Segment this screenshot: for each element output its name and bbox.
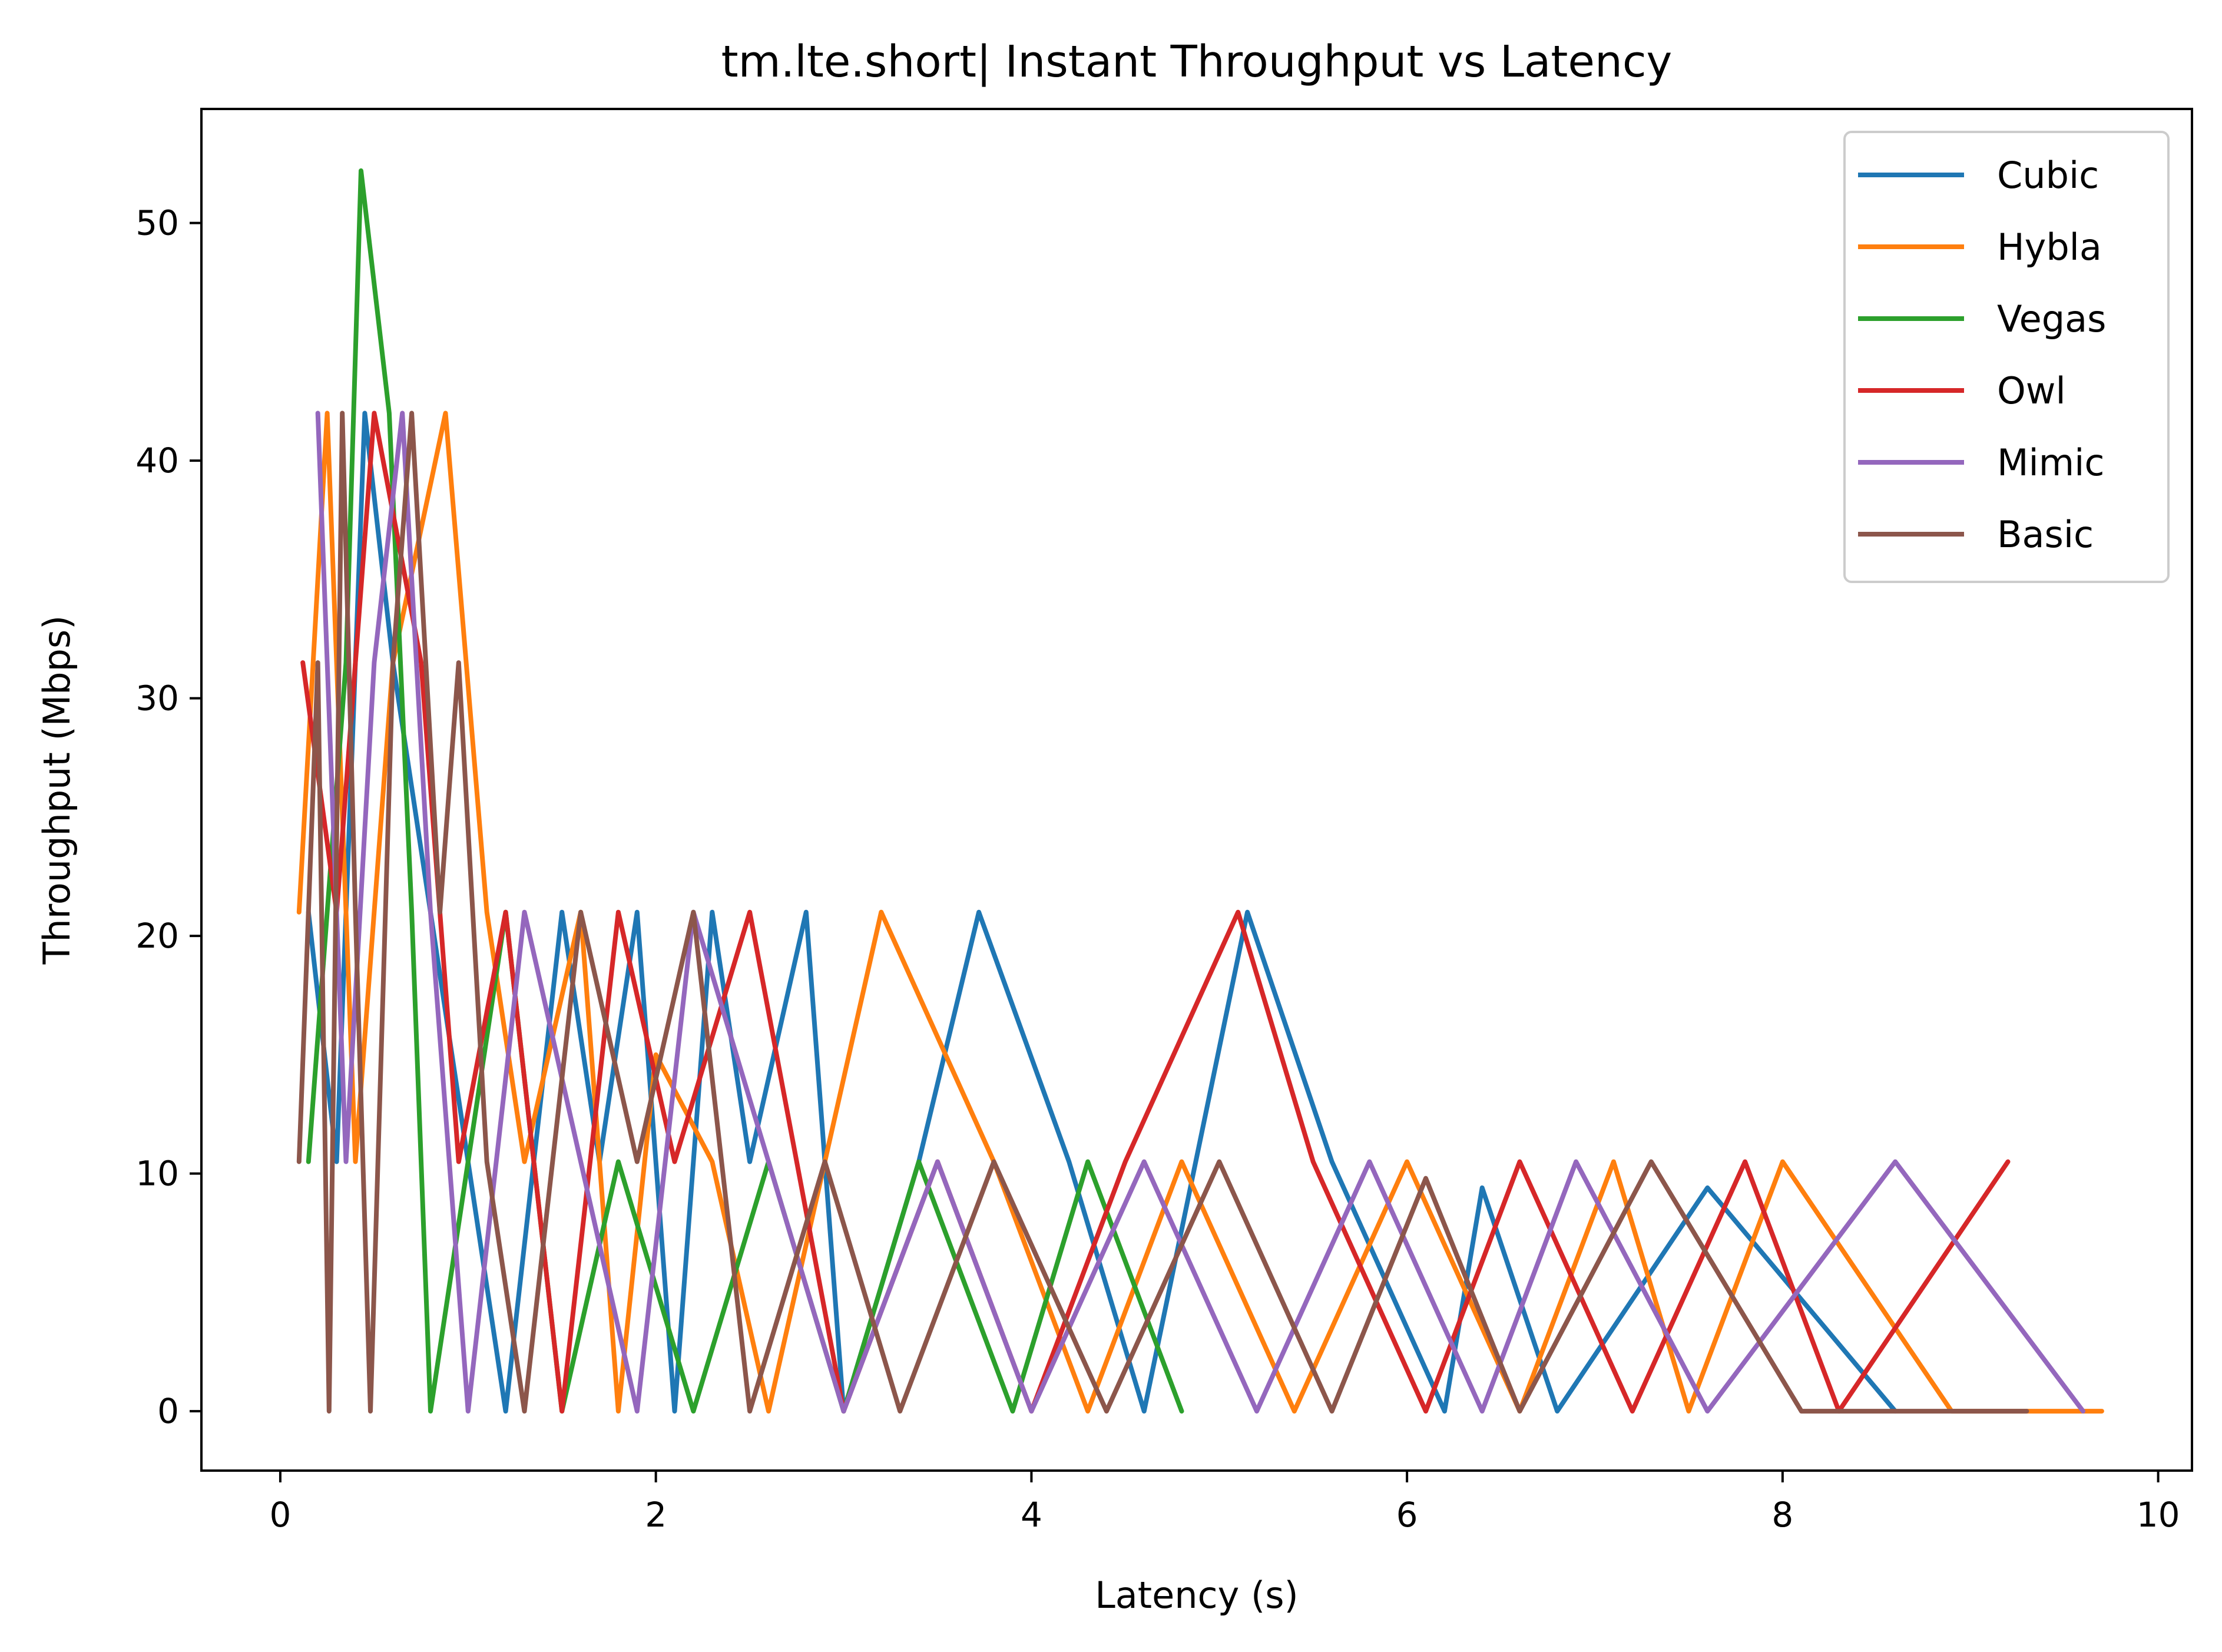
legend: Cubic Hybla Vegas Owl Mimic Basic: [1843, 131, 2170, 583]
series-line-mimic: [315, 410, 2086, 1414]
legend-label-basic: Basic: [1997, 513, 2094, 556]
y-tick-label: 30: [135, 678, 179, 719]
series-line-cubic: [306, 410, 1898, 1414]
y-tick-label: 40: [135, 441, 179, 481]
x-tick-label: 2: [645, 1495, 667, 1535]
x-tick-label: 10: [2137, 1495, 2180, 1535]
y-axis: 0 10 20 30 40 50: [135, 203, 201, 1431]
x-tick-label: 6: [1396, 1495, 1418, 1535]
legend-label-hybla: Hybla: [1997, 226, 2102, 269]
legend-label-cubic: Cubic: [1997, 154, 2099, 197]
x-axis-title: Latency (s): [1095, 1574, 1298, 1617]
x-axis: 0 2 4 6 8 10: [269, 1471, 2180, 1535]
legend-label-mimic: Mimic: [1997, 441, 2104, 484]
series-line-basic: [296, 410, 2029, 1414]
y-tick-label: 20: [135, 916, 179, 956]
plot-frame: [200, 108, 2193, 1472]
y-tick-label: 10: [135, 1154, 179, 1194]
x-tick-label: 8: [1771, 1495, 1793, 1535]
y-tick-label: 50: [135, 203, 179, 243]
legend-label-vegas: Vegas: [1997, 297, 2106, 340]
chart-title: tm.lte.short| Instant Throughput vs Late…: [721, 37, 1673, 87]
plot-lines: [296, 168, 2104, 1414]
x-tick-label: 4: [1021, 1495, 1042, 1535]
legend-label-owl: Owl: [1997, 369, 2066, 412]
y-axis-title: Throughput (Mbps): [35, 615, 78, 965]
y-tick-label: 0: [157, 1391, 179, 1431]
x-tick-label: 0: [269, 1495, 291, 1535]
